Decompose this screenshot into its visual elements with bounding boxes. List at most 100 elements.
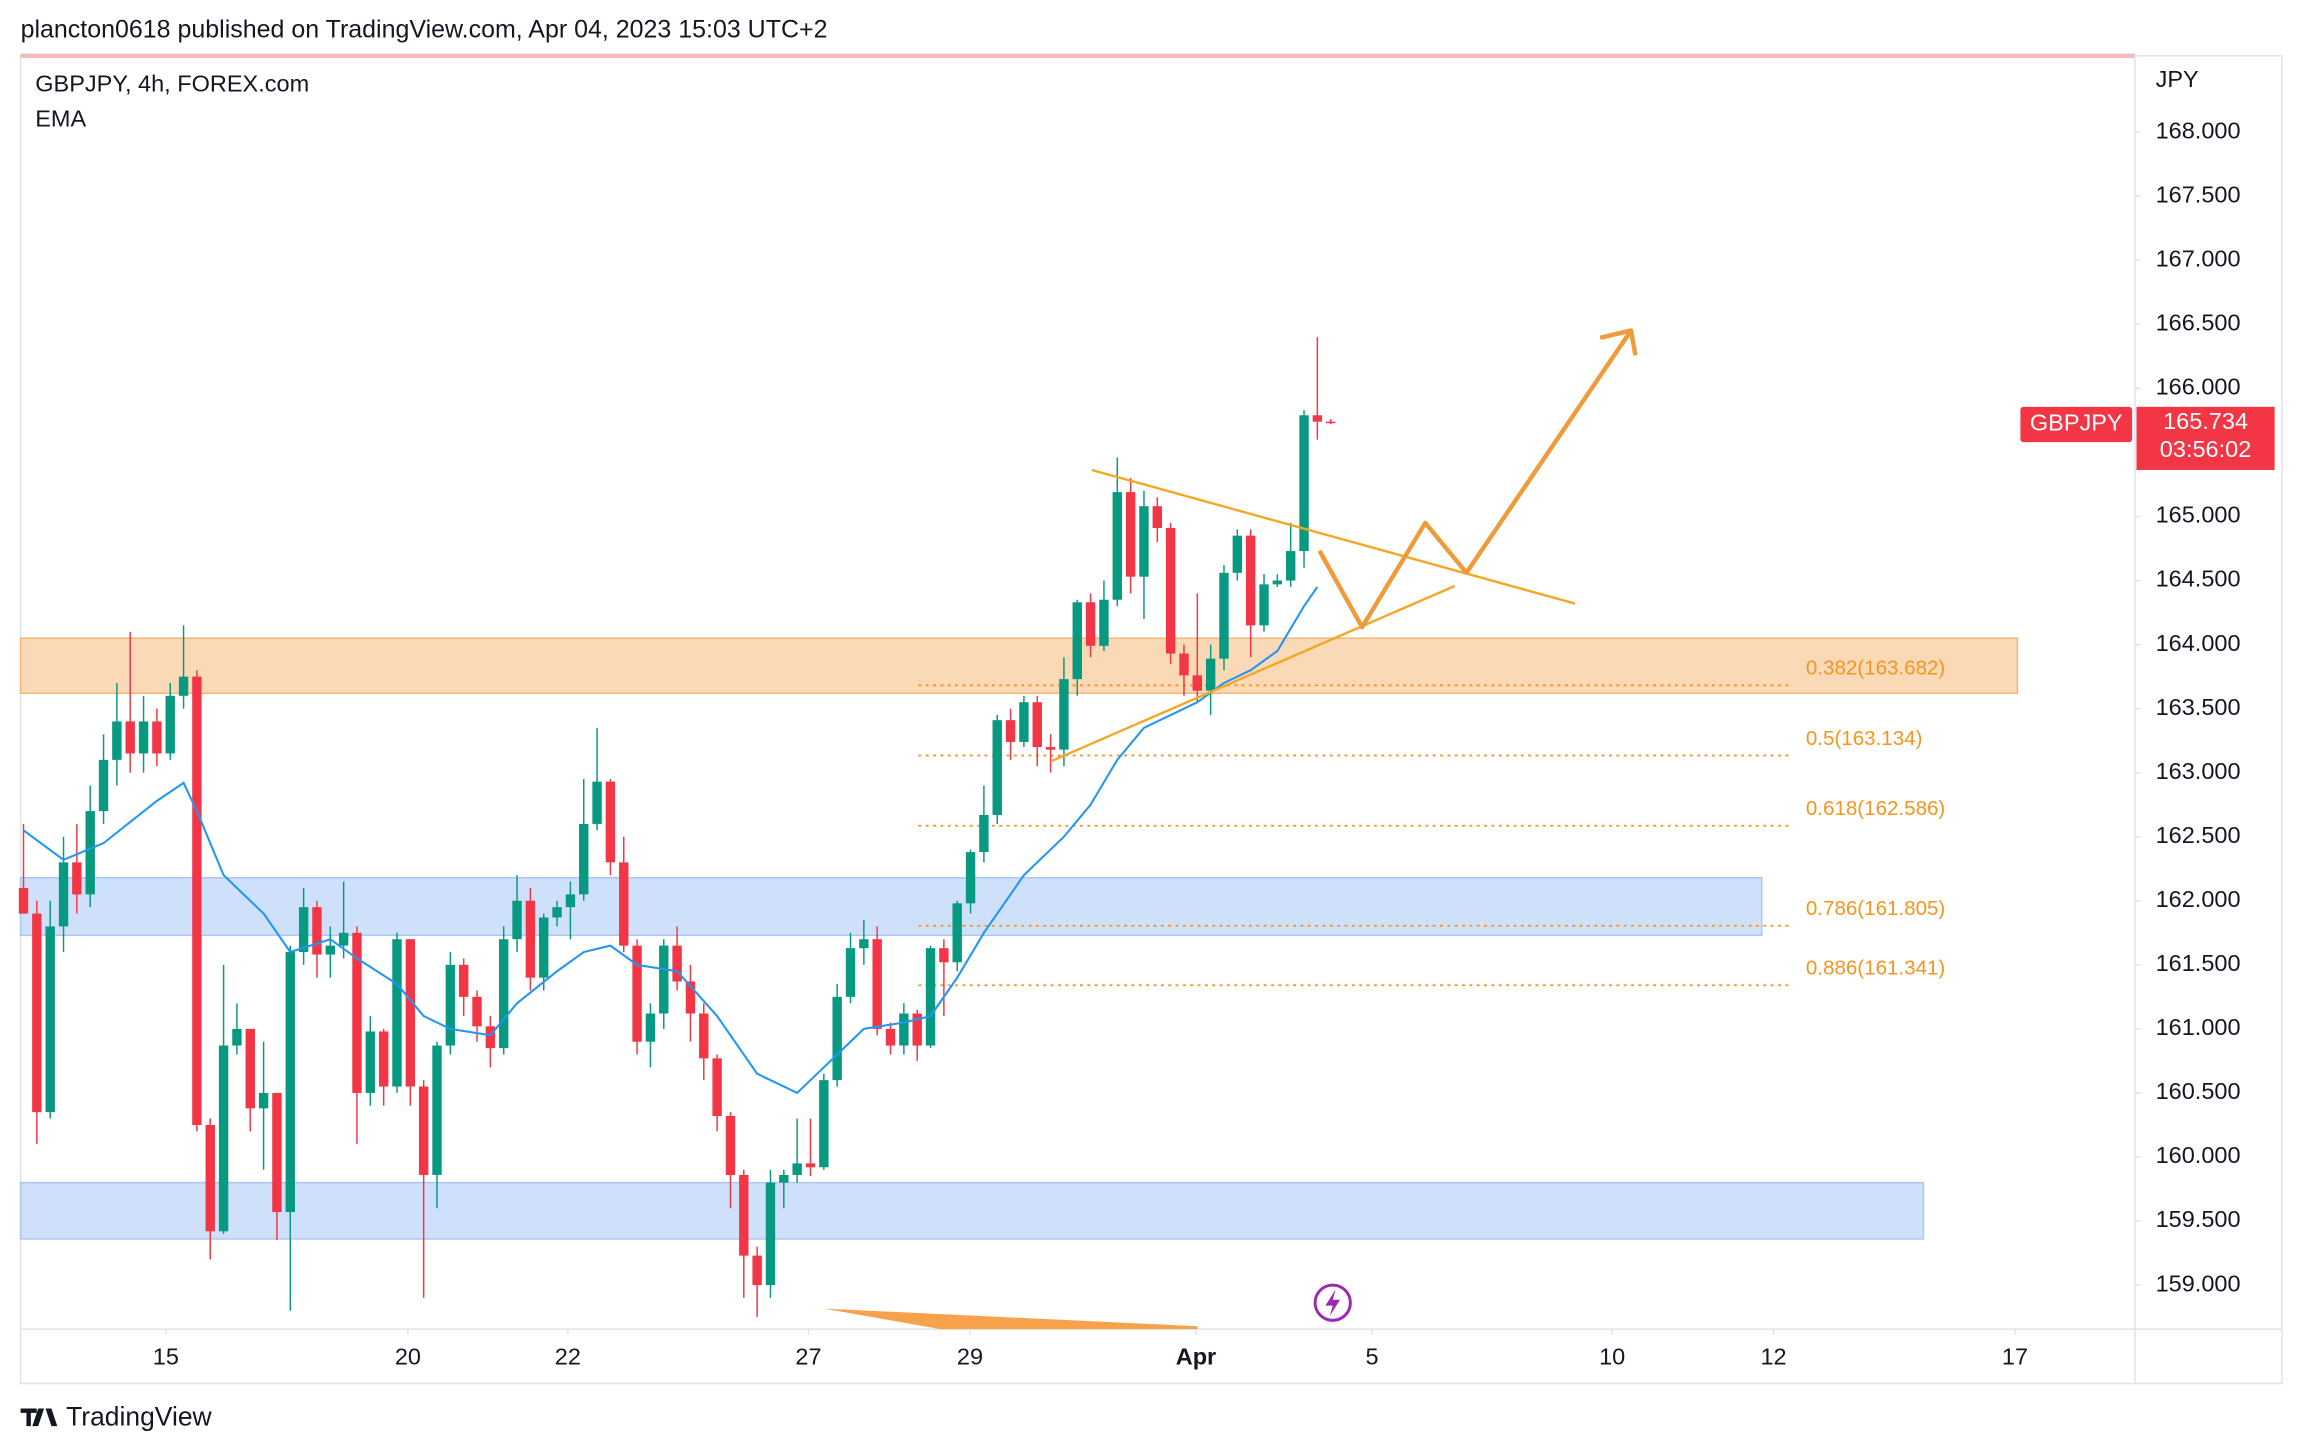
- fib-label: 0.5(163.134): [1806, 727, 1923, 750]
- candle-body: [939, 948, 949, 963]
- x-tick-label: 10: [1599, 1344, 1625, 1370]
- published-line: plancton0618 published on TradingView.co…: [21, 15, 828, 43]
- candle-body: [405, 939, 416, 1087]
- candle-body: [619, 862, 629, 946]
- candle-body: [672, 945, 682, 982]
- candle-body: [378, 1031, 389, 1087]
- fib-levels: 0.382(163.682) 0.5(163.134) 0.618(162.586)…: [918, 657, 1945, 987]
- candle-body: [1179, 653, 1189, 676]
- candle-body: [1245, 535, 1256, 626]
- candle-body: [645, 1013, 656, 1042]
- candle-body: [1299, 415, 1309, 552]
- candle-body: [58, 862, 69, 927]
- candle-body: [859, 939, 869, 949]
- y-tick-label: 165.000: [2156, 502, 2241, 528]
- candle-body: [312, 907, 322, 955]
- x-tick-label: 20: [395, 1344, 421, 1370]
- candle-body: [258, 1092, 269, 1109]
- candle-body: [952, 903, 962, 963]
- candle-body: [1285, 551, 1296, 581]
- zones: [19, 637, 2019, 1240]
- legend-title: GBPJPY, 4h, FOREX.com: [35, 70, 309, 96]
- y-tick-label: 160.000: [2156, 1142, 2241, 1168]
- candle-body: [512, 900, 522, 940]
- candle-body: [739, 1174, 749, 1256]
- candle-body: [298, 907, 309, 953]
- candle-body: [178, 676, 189, 696]
- legend-ema: EMA: [35, 106, 86, 132]
- candle-body: [899, 1013, 909, 1046]
- candle-body: [432, 1045, 442, 1175]
- y-tick-label: 164.500: [2156, 566, 2241, 592]
- candle-body: [165, 695, 175, 754]
- candle-body: [792, 1163, 802, 1175]
- candle-body: [592, 781, 602, 824]
- candle-body: [445, 964, 456, 1046]
- brand-name: TradingView: [66, 1402, 212, 1432]
- candle-body: [272, 1092, 282, 1213]
- candle-body: [752, 1255, 762, 1286]
- y-tick-label: 163.000: [2156, 758, 2241, 784]
- event-icon-bolt: [1325, 1289, 1341, 1316]
- fib-label: 0.886(161.341): [1806, 956, 1945, 979]
- candle-body: [699, 1013, 709, 1059]
- candle-body: [659, 945, 669, 1014]
- candle-body: [218, 1045, 229, 1232]
- candle-body: [498, 939, 509, 1049]
- candle-body: [539, 917, 549, 978]
- candle-body: [779, 1174, 789, 1183]
- candle-body: [45, 926, 55, 1113]
- candle-body: [1152, 506, 1162, 528]
- candle-body: [885, 1028, 896, 1046]
- candle-body: [85, 811, 95, 895]
- bottom-marker: [824, 1308, 1198, 1330]
- candle-body: [979, 814, 989, 853]
- candle-body: [1165, 527, 1176, 654]
- drawings: [824, 328, 1638, 1330]
- countdown: 03:56:02: [2160, 436, 2252, 462]
- candle-body: [1072, 602, 1082, 680]
- zone: [19, 876, 1763, 937]
- candle-body: [992, 720, 1002, 815]
- time-axis: 15 20 22 27 29 Apr 5 10 12 17: [153, 1329, 2028, 1370]
- y-tick-label: 167.000: [2156, 245, 2241, 271]
- candle-body: [18, 887, 29, 914]
- candle-body: [418, 1086, 429, 1175]
- brand-logo: [20, 1408, 58, 1427]
- candle-body: [138, 721, 149, 754]
- candle-body: [965, 852, 976, 904]
- candle-body: [1085, 602, 1096, 646]
- candle-body: [845, 948, 856, 997]
- fib-label: 0.786(161.805): [1806, 897, 1945, 920]
- candle-body: [232, 1028, 242, 1046]
- candle-body: [912, 1013, 922, 1046]
- candle-body: [579, 823, 589, 895]
- candle-body: [1125, 492, 1136, 577]
- candle-body: [712, 1058, 722, 1116]
- x-tick-label: 22: [555, 1344, 581, 1370]
- candle-body: [125, 721, 135, 754]
- y-tick-label: 163.500: [2156, 694, 2241, 720]
- candle-body: [1005, 720, 1016, 742]
- candle-body: [72, 862, 82, 895]
- y-tick-label: 166.000: [2156, 374, 2241, 400]
- candle-body: [245, 1028, 255, 1109]
- x-tick-label: 27: [795, 1344, 821, 1370]
- currency-label: JPY: [2156, 66, 2199, 92]
- candle-body: [1325, 421, 1336, 424]
- candle-body: [819, 1080, 829, 1168]
- y-tick-label: 164.000: [2156, 630, 2241, 656]
- footer: TradingView: [20, 1402, 213, 1432]
- candle-body: [485, 1026, 496, 1049]
- candle-body: [1059, 679, 1069, 750]
- last-price-box: [2136, 406, 2275, 470]
- candle-body: [32, 913, 42, 1113]
- fib-label: 0.618(162.586): [1806, 797, 1945, 820]
- x-tick-label: 29: [957, 1344, 983, 1370]
- candle-body: [632, 945, 642, 1042]
- candle-body: [765, 1182, 776, 1286]
- candle-body: [192, 676, 202, 1125]
- candle-body: [1232, 535, 1243, 573]
- candle-body: [1205, 658, 1216, 691]
- candle-body: [1032, 702, 1042, 748]
